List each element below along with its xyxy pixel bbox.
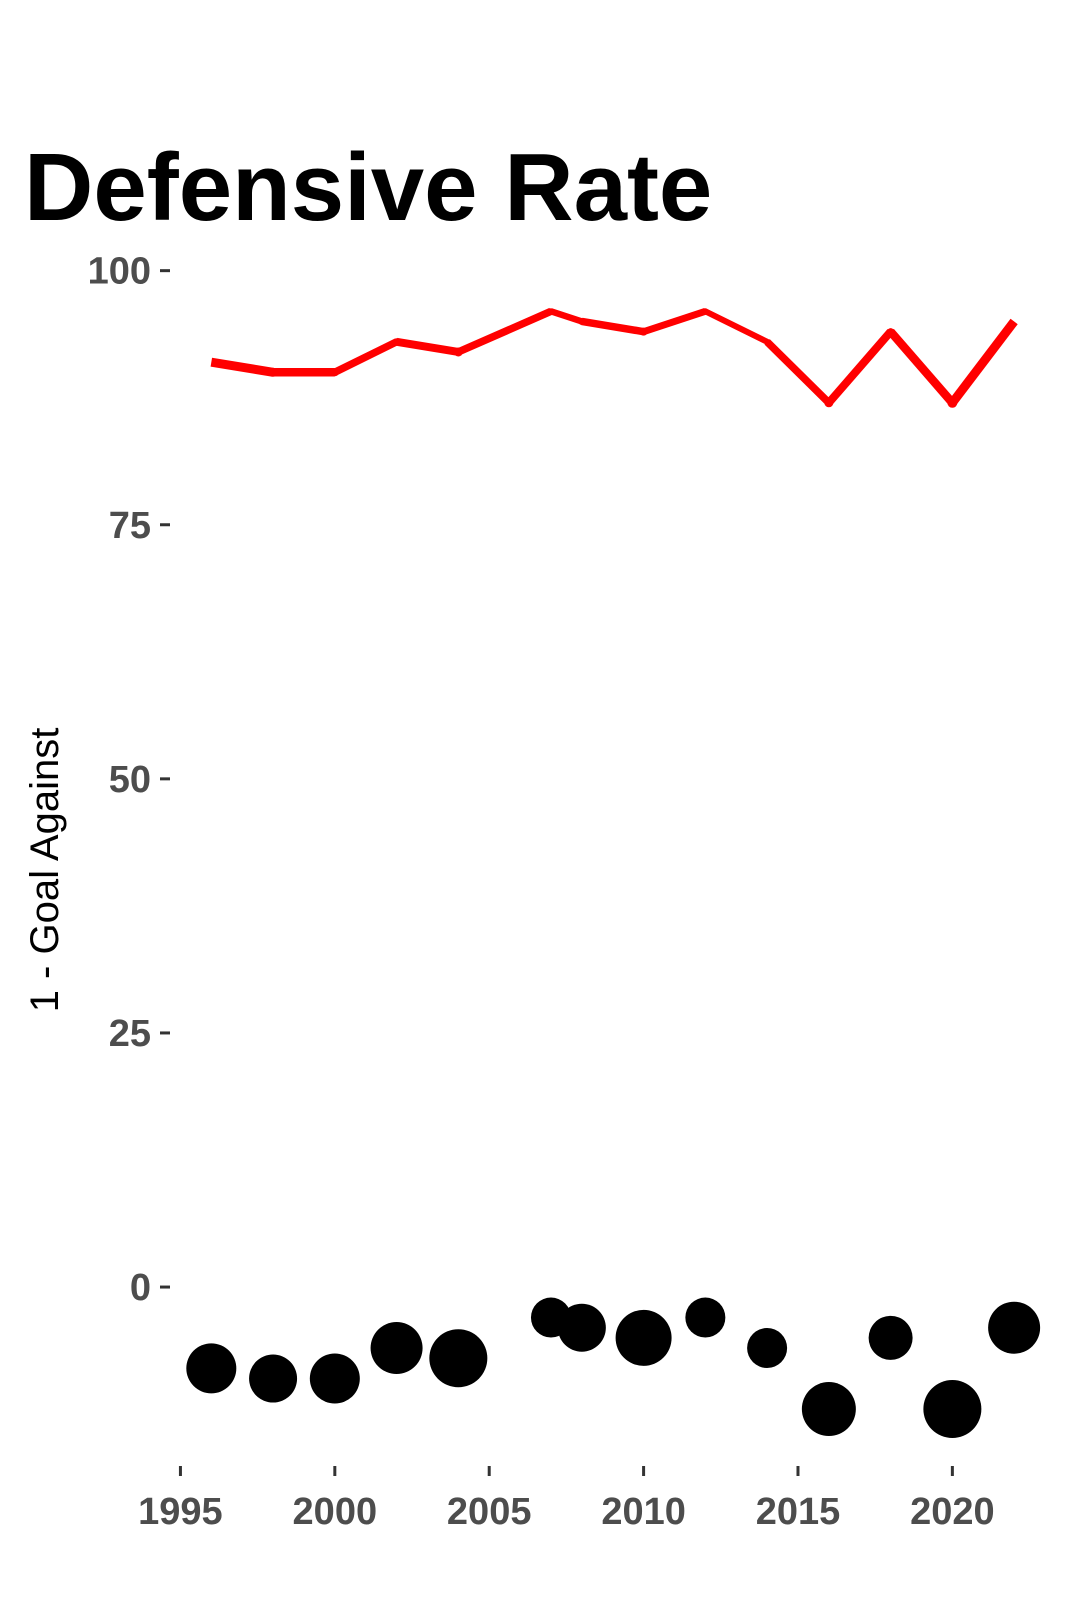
line-series <box>210 307 1018 408</box>
line-point <box>578 317 586 325</box>
y-tick-label: 100 <box>88 251 151 293</box>
scatter-point <box>186 1343 237 1394</box>
scatter-point <box>429 1329 488 1388</box>
x-tick-label: 2020 <box>910 1491 995 1533</box>
scatter-point <box>370 1322 423 1375</box>
line-point <box>824 398 834 408</box>
scatter-point <box>309 1353 360 1404</box>
line-point <box>393 338 401 346</box>
x-axis: 1995 2000 2005 2010 2015 2020 <box>138 1466 995 1533</box>
scatter-point <box>868 1315 913 1360</box>
line-segment <box>948 318 1018 406</box>
y-axis-label: 1 - Goal Against <box>23 728 67 1013</box>
line-segment <box>825 329 894 406</box>
line-point <box>702 308 709 315</box>
line-point <box>453 347 463 357</box>
line-segment <box>210 357 274 377</box>
x-tick-label: 2010 <box>601 1491 686 1533</box>
line-point <box>887 328 895 336</box>
x-tick-label: 2015 <box>756 1491 841 1533</box>
scatter-point <box>557 1303 606 1352</box>
y-tick-label: 75 <box>109 505 151 547</box>
line-segment <box>549 308 583 325</box>
scatter-point <box>923 1380 982 1439</box>
line-point <box>764 338 771 345</box>
y-axis: 0 25 50 75 100 <box>88 251 170 1309</box>
line-point <box>330 368 339 377</box>
line-point <box>947 397 958 408</box>
line-point <box>268 367 278 377</box>
y-tick-label: 25 <box>109 1013 151 1055</box>
x-tick-label: 2000 <box>293 1491 378 1533</box>
y-tick-label: 50 <box>109 759 151 801</box>
x-tick-label: 2005 <box>447 1491 532 1533</box>
chart-title: Defensive Rate <box>24 134 712 241</box>
line-point <box>639 327 648 336</box>
scatter-point <box>747 1328 788 1369</box>
line-segment <box>333 338 399 376</box>
point-series <box>186 1297 1041 1439</box>
line-segment <box>395 337 459 356</box>
line-segment <box>887 328 956 406</box>
scatter-point <box>988 1301 1041 1354</box>
line-segment <box>704 308 769 345</box>
x-tick-label: 1995 <box>138 1491 223 1533</box>
scatter-point <box>801 1382 856 1437</box>
y-tick-label: 0 <box>130 1267 151 1309</box>
line-point <box>547 308 554 315</box>
line-segment <box>764 339 832 406</box>
line-segment <box>456 307 553 356</box>
scatter-point <box>249 1354 298 1403</box>
line-segment <box>642 307 707 335</box>
line-segment <box>581 317 645 336</box>
scatter-point <box>685 1297 726 1338</box>
scatter-point <box>615 1309 672 1366</box>
